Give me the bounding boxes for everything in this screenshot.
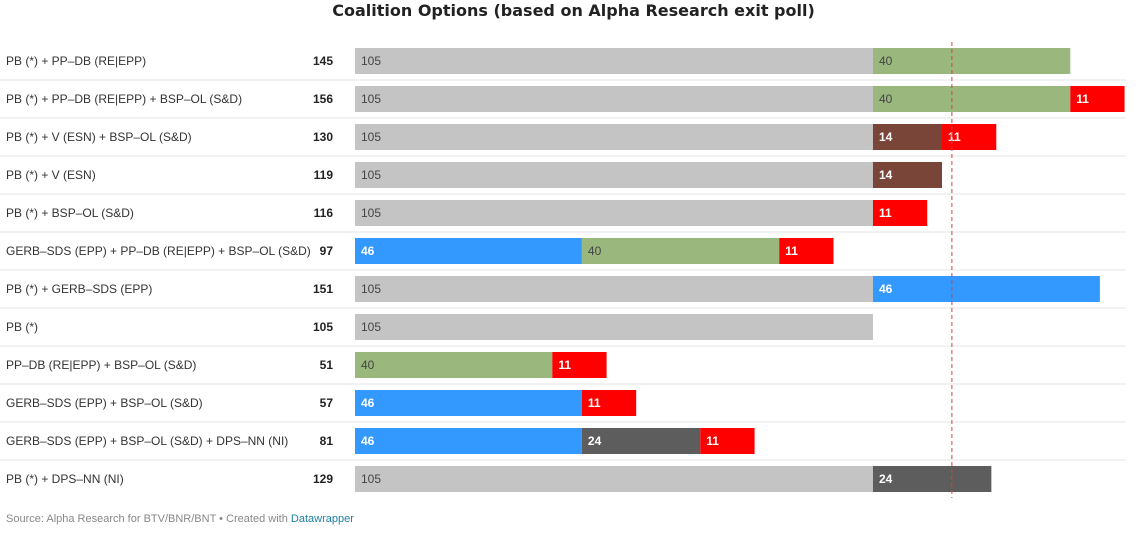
bar-segment-gerb bbox=[355, 390, 582, 416]
bar-value-label: 14 bbox=[879, 168, 893, 182]
bar-value-label: 105 bbox=[361, 92, 381, 106]
bar-value-label: 105 bbox=[361, 54, 381, 68]
bar-segment-dps bbox=[581, 428, 701, 454]
bar-segment-v bbox=[872, 162, 943, 188]
row-total: 129 bbox=[313, 472, 333, 486]
bar-segment-pb bbox=[355, 276, 873, 302]
bar-segment-v bbox=[872, 124, 943, 150]
row-label: PB (*) + DPS–NN (NI) bbox=[6, 472, 124, 486]
bar-value-label: 46 bbox=[361, 244, 375, 258]
bar-value-label: 105 bbox=[361, 320, 381, 334]
row-label: PB (*) + PP–DB (RE|EPP) + BSP–OL (S&D) bbox=[6, 92, 242, 106]
row-total: 51 bbox=[320, 358, 334, 372]
bar-segment-bsp bbox=[700, 428, 755, 454]
bar-value-label: 24 bbox=[879, 472, 893, 486]
bar-value-label: 11 bbox=[588, 396, 601, 410]
bar-value-label: 11 bbox=[879, 206, 892, 220]
bar-value-label: 105 bbox=[361, 282, 381, 296]
bar-value-label: 105 bbox=[361, 472, 381, 486]
bar-segment-bsp bbox=[942, 124, 997, 150]
bar-segment-pb bbox=[355, 48, 873, 74]
bar-value-label: 105 bbox=[361, 130, 381, 144]
row-label: PP–DB (RE|EPP) + BSP–OL (S&D) bbox=[6, 358, 196, 372]
row-label: GERB–SDS (EPP) + BSP–OL (S&D) + DPS–NN (… bbox=[6, 434, 288, 448]
bar-segment-pp-db bbox=[872, 48, 1071, 74]
bar-segment-pb bbox=[355, 86, 873, 112]
bar-segment-dps bbox=[872, 466, 992, 492]
row-label: PB (*) + BSP–OL (S&D) bbox=[6, 206, 134, 220]
bar-segment-pb bbox=[355, 466, 873, 492]
bar-value-label: 11 bbox=[785, 244, 798, 258]
datawrapper-link[interactable]: Datawrapper bbox=[290, 513, 354, 525]
bar-value-label: 11 bbox=[1076, 92, 1089, 106]
row-total: 97 bbox=[320, 244, 334, 258]
row-total: 151 bbox=[313, 282, 333, 296]
bar-value-label: 40 bbox=[361, 358, 375, 372]
bar-value-label: 105 bbox=[361, 168, 381, 182]
bar-segment-pb bbox=[355, 200, 873, 226]
row-total: 145 bbox=[313, 54, 333, 68]
row-total: 81 bbox=[320, 434, 334, 448]
row-label: GERB–SDS (EPP) + BSP–OL (S&D) bbox=[6, 396, 203, 410]
row-total: 116 bbox=[314, 206, 334, 220]
bar-value-label: 46 bbox=[361, 434, 375, 448]
bar-segment-gerb bbox=[872, 276, 1100, 302]
bar-segment-pb bbox=[355, 314, 873, 340]
row-label: PB (*) + V (ESN) bbox=[6, 168, 96, 182]
bar-segment-pp-db bbox=[872, 86, 1071, 112]
chart-title: Coalition Options (based on Alpha Resear… bbox=[332, 1, 815, 20]
bar-segment-bsp bbox=[1070, 86, 1125, 112]
row-label: PB (*) + PP–DB (RE|EPP) bbox=[6, 54, 146, 68]
bar-value-label: 14 bbox=[879, 130, 893, 144]
bar-value-label: 46 bbox=[361, 396, 375, 410]
bar-segment-pp-db bbox=[581, 238, 780, 264]
bar-value-label: 46 bbox=[879, 282, 893, 296]
bar-segment-bsp bbox=[552, 352, 607, 378]
row-total: 105 bbox=[313, 320, 333, 334]
source-note: Source: Alpha Research for BTV/BNR/BNT •… bbox=[6, 513, 291, 525]
chart-footer: Source: Alpha Research for BTV/BNR/BNT •… bbox=[6, 513, 354, 525]
bar-segment-pp-db bbox=[355, 352, 553, 378]
row-label: PB (*) + GERB–SDS (EPP) bbox=[6, 282, 152, 296]
bar-value-label: 105 bbox=[361, 206, 381, 220]
bar-segment-gerb bbox=[355, 238, 582, 264]
bar-value-label: 11 bbox=[948, 130, 961, 144]
bar-value-label: 40 bbox=[879, 92, 893, 106]
stacked-bar-chart: PB (*) + PP–DB (RE|EPP) 145 105 40 PB (*) + … bbox=[0, 42, 1126, 498]
bar-segment-pb bbox=[355, 162, 873, 188]
row-label: GERB–SDS (EPP) + PP–DB (RE|EPP) + BSP–OL… bbox=[6, 244, 311, 258]
bar-value-label: 40 bbox=[879, 54, 893, 68]
row-total: 57 bbox=[320, 396, 334, 410]
bar-value-label: 40 bbox=[588, 244, 602, 258]
bar-segment-bsp bbox=[872, 200, 928, 226]
bar-segment-bsp bbox=[581, 390, 637, 416]
row-label: PB (*) + V (ESN) + BSP–OL (S&D) bbox=[6, 130, 192, 144]
bar-value-label: 24 bbox=[588, 434, 602, 448]
row-total: 119 bbox=[314, 168, 334, 182]
bar-value-label: 11 bbox=[706, 434, 719, 448]
bar-segment-pb bbox=[355, 124, 873, 150]
row-total: 130 bbox=[313, 130, 333, 144]
row-total: 156 bbox=[313, 92, 333, 106]
row-label: PB (*) bbox=[6, 320, 38, 334]
bar-segment-gerb bbox=[355, 428, 582, 454]
bar-segment-bsp bbox=[779, 238, 834, 264]
bar-value-label: 11 bbox=[558, 358, 571, 372]
